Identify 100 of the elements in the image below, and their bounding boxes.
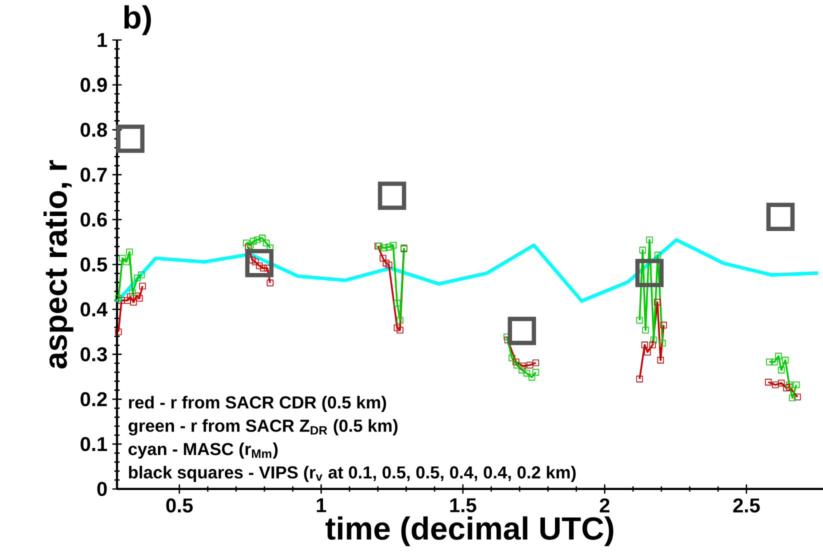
y-tick-label: 0.2 (80, 392, 107, 406)
point (386, 244, 392, 250)
x-axis-title: time (decimal UTC) (325, 516, 614, 546)
point (139, 282, 146, 290)
point (764, 378, 772, 386)
point (508, 354, 516, 362)
point (126, 248, 133, 256)
point (532, 359, 540, 366)
x-tick-label: 1.5 (450, 498, 476, 512)
point (129, 289, 136, 296)
point (250, 238, 257, 244)
point (130, 298, 137, 306)
point (134, 274, 141, 282)
point (118, 297, 125, 304)
point (242, 240, 250, 246)
point (119, 254, 126, 262)
annotation: cyan - MASC (r$_{Mm}$) (128, 442, 278, 459)
point (778, 380, 785, 386)
point (766, 202, 795, 232)
point (766, 358, 773, 366)
y-tick-label: 1 (98, 33, 108, 47)
y-tick-label: 0 (97, 482, 107, 496)
point (654, 252, 662, 258)
x-tick-label: 1 (316, 498, 326, 512)
point (380, 254, 386, 262)
point (386, 262, 392, 268)
point (646, 236, 653, 244)
point (639, 246, 646, 254)
point (659, 340, 666, 346)
point (138, 271, 145, 278)
point (789, 394, 796, 402)
y-tick-label: 0.4 (80, 302, 108, 316)
point (532, 368, 540, 376)
point (133, 292, 140, 300)
point (771, 358, 778, 366)
point (513, 362, 520, 368)
point (642, 326, 649, 334)
point (116, 124, 144, 153)
point (636, 316, 643, 324)
point (396, 326, 404, 334)
point (394, 300, 400, 306)
point (660, 322, 667, 328)
y-tick-label: 0.6 (80, 212, 107, 227)
point (124, 297, 131, 304)
point (650, 336, 658, 344)
point (260, 264, 267, 272)
point (644, 348, 651, 356)
point (394, 324, 400, 332)
point (380, 244, 388, 252)
point (793, 381, 800, 388)
point (254, 236, 261, 244)
point (127, 293, 134, 300)
y-tick-label: 0.7 (80, 168, 107, 182)
x-tick-label: 2 (600, 498, 610, 512)
point (123, 258, 130, 266)
annotation: green - r from SACR Z$_{DR}$ (0.5 km) (128, 419, 398, 436)
point (635, 258, 664, 288)
point (508, 316, 536, 346)
chart-title: b) (124, 5, 151, 36)
point (526, 362, 534, 368)
point (256, 262, 263, 270)
point (636, 376, 643, 382)
y-tick-label: 0.3 (80, 347, 107, 362)
annotation: black squares - VIPS (r$_{v}$ at 0.1, 0.5, 0.5, 0.4, 0.4, 0.2 km) (129, 466, 576, 482)
y-tick-label: 0.9 (80, 78, 107, 92)
point (641, 342, 648, 348)
point (786, 381, 793, 388)
point (778, 366, 785, 374)
point (245, 249, 274, 278)
annotation: red - r from SACR CDR (0.5 km) (129, 396, 386, 412)
point (390, 242, 397, 249)
y-tick-label: 0.5 (80, 257, 108, 272)
point (528, 374, 536, 381)
y-tick-label: 0.8 (80, 122, 108, 137)
point (382, 260, 390, 266)
point (649, 342, 656, 348)
point (262, 240, 270, 246)
point (136, 294, 143, 302)
point (115, 294, 122, 302)
point (512, 358, 520, 366)
point (523, 370, 530, 376)
y-axis-title: aspect ratio, r (44, 160, 74, 368)
point (657, 356, 664, 364)
point (396, 316, 404, 324)
x-tick-label: 2.5 (733, 498, 760, 513)
point (252, 258, 259, 266)
point (783, 384, 790, 392)
point (518, 366, 526, 374)
point (794, 394, 801, 400)
point (775, 352, 782, 360)
point (654, 298, 661, 306)
point (266, 280, 274, 286)
point (378, 182, 406, 210)
x-tick-label: 0.5 (166, 498, 193, 513)
point (782, 356, 789, 364)
point (258, 234, 266, 242)
point (772, 381, 779, 388)
y-tick-label: 0.1 (80, 437, 108, 452)
point (115, 328, 122, 336)
line-series (115, 238, 820, 304)
